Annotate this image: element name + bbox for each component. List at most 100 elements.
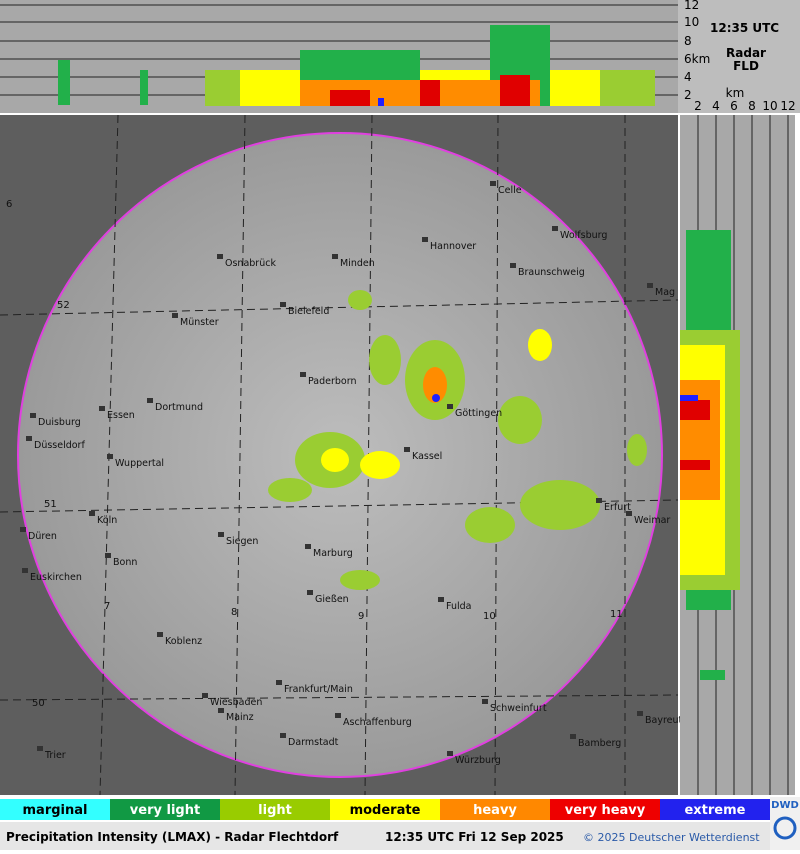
city-label: Wolfsburg [560, 230, 607, 241]
city-marker [26, 436, 32, 441]
grid-label: 7 [104, 601, 110, 612]
legend-label: moderate [350, 803, 421, 818]
city-label: Würzburg [455, 755, 501, 766]
legend: marginal very light light moderate heavy very… [0, 799, 770, 820]
city-label: Minden [340, 258, 375, 269]
grid-label: 8 [231, 607, 237, 618]
grid-label: 6 [6, 199, 12, 210]
city-label: Dortmund [155, 402, 203, 413]
range-label: 10 [762, 99, 777, 113]
city-marker [147, 398, 153, 403]
logo-icon [773, 816, 797, 840]
time: 12:35 UTC [710, 21, 779, 35]
height-echoes [58, 25, 655, 106]
grid-label: 50 [32, 698, 45, 709]
logo: DWD [771, 800, 799, 811]
city-marker [422, 237, 428, 242]
city-labels: Celle Hannover Wolfsburg Braunschweig Mag Osn… [6, 181, 688, 766]
city-label: Marburg [313, 548, 353, 559]
city-label: Münster [180, 317, 219, 328]
city-marker [335, 713, 341, 718]
height-label: 10 [684, 15, 699, 29]
datetime: 12:35 UTC Fri 12 Sep 2025 [385, 830, 564, 844]
legend-swatch [550, 799, 660, 820]
city-label: Siegen [226, 536, 258, 547]
grid-label: 11 [610, 609, 623, 620]
city-marker [637, 711, 643, 716]
legend-swatch [220, 799, 330, 820]
city-label: Mainz [226, 712, 254, 723]
city-label: Hannover [430, 241, 476, 252]
city-marker [217, 254, 223, 259]
city-label: Göttingen [455, 408, 502, 419]
legend-swatch [440, 799, 550, 820]
legend-label: light [258, 803, 292, 818]
city-label: Trier [44, 750, 66, 761]
city-label: Mag [655, 287, 675, 298]
city-marker [280, 302, 286, 307]
height-label: 6km [684, 52, 710, 66]
city-marker [482, 699, 488, 704]
city-label: Paderborn [308, 376, 357, 387]
city-marker [596, 498, 602, 503]
city-marker [276, 680, 282, 685]
city-marker [447, 404, 453, 409]
city-label: Köln [97, 515, 117, 526]
range-label: 2 [694, 99, 702, 113]
city-label: Aschaffenburg [343, 717, 412, 728]
radar: Radar [726, 46, 766, 60]
city-label: Darmstadt [288, 737, 339, 748]
legend-swatch [0, 799, 110, 820]
copyright: © 2025 Deutscher Wetterdienst [583, 831, 760, 844]
city-marker [300, 372, 306, 377]
footer [0, 822, 770, 850]
info-box [678, 0, 800, 113]
range-label: 6 [730, 99, 738, 113]
height-label: 8 [684, 34, 692, 48]
city-label: Bayreuth [645, 715, 688, 726]
city-marker [647, 283, 653, 288]
city-label: Frankfurt/Main [284, 684, 353, 695]
station: FLD [733, 59, 759, 73]
range-echoes [680, 230, 740, 680]
city-marker [447, 751, 453, 756]
city-marker [307, 590, 313, 595]
height-label: 4 [684, 70, 692, 84]
city-label: Erfurt [604, 502, 631, 513]
range-unit: km [726, 86, 745, 100]
city-marker [22, 568, 28, 573]
city-marker [37, 746, 43, 751]
city-marker [218, 532, 224, 537]
city-label: Bielefeld [288, 306, 329, 317]
city-marker [20, 527, 26, 532]
legend-label: heavy [473, 803, 517, 818]
range-label: 8 [748, 99, 756, 113]
city-label: Weimar [634, 515, 670, 526]
city-marker [105, 553, 111, 558]
grid-label: 51 [44, 499, 57, 510]
city-marker [305, 544, 311, 549]
city-label: Duisburg [38, 417, 81, 428]
city-marker [157, 632, 163, 637]
legend-label: marginal [23, 803, 88, 818]
legend-swatch [330, 799, 440, 820]
city-marker [570, 734, 576, 739]
city-marker [404, 447, 410, 452]
city-marker [30, 413, 36, 418]
city-label: Kassel [412, 451, 442, 462]
grid-label: 52 [57, 300, 70, 311]
legend-swatch [660, 799, 770, 820]
legend-swatch [110, 799, 220, 820]
city-marker [332, 254, 338, 259]
legend-label: extreme [684, 803, 745, 818]
city-label: Schweinfurt [490, 703, 547, 714]
city-label: Bonn [113, 557, 137, 568]
city-marker [280, 733, 286, 738]
city-marker [89, 511, 95, 516]
city-label: Koblenz [165, 636, 202, 647]
height-label: 12 [684, 0, 699, 12]
city-label: Wuppertal [115, 458, 164, 469]
height-label: 2 [684, 88, 692, 102]
city-label: Fulda [446, 601, 471, 612]
city-label: Braunschweig [518, 267, 585, 278]
